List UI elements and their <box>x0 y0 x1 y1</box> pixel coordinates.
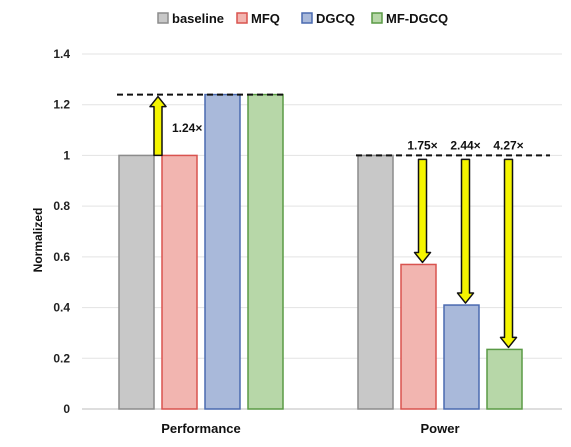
legend-swatch <box>157 12 169 24</box>
bar-mf-dgcq-performance <box>247 93 284 410</box>
bar-dgcq-performance <box>204 93 241 410</box>
category-label: Power <box>420 421 459 436</box>
arrow-power <box>456 158 475 304</box>
legend-label: MF-DGCQ <box>386 11 448 26</box>
legend-swatch <box>236 12 248 24</box>
ratio-label: 2.44× <box>450 138 480 152</box>
bar-dgcq-power <box>443 304 480 410</box>
arrow-power <box>499 158 518 349</box>
bar-baseline-performance <box>118 154 155 410</box>
y-tick-label: 0 <box>63 402 70 416</box>
legend-label: DGCQ <box>316 11 355 26</box>
category-labels: Performance Power <box>161 421 459 436</box>
arrow-performance <box>149 95 167 157</box>
legend-label: MFQ <box>251 11 280 26</box>
y-axis-ticks: 0 0.2 0.4 0.6 0.8 1 1.2 1.4 <box>53 47 70 416</box>
y-tick-label: 0.2 <box>53 351 70 365</box>
legend-label: baseline <box>172 11 224 26</box>
reference-lines <box>117 93 550 157</box>
arrow-power <box>413 158 432 264</box>
bar-baseline-power <box>357 154 394 410</box>
bars <box>118 93 523 410</box>
legend-swatch <box>371 12 383 24</box>
bar-mfq-performance <box>161 154 198 410</box>
y-tick-label: 0.4 <box>53 301 70 315</box>
ratio-label: 1.24× <box>172 121 202 135</box>
y-axis-label: Normalized <box>31 208 45 273</box>
arrows: 1.24× 1.75× 2.44× 4.27× <box>149 95 524 349</box>
y-tick-label: 0.8 <box>53 199 70 213</box>
y-tick-label: 1 <box>63 148 70 162</box>
y-tick-label: 0.6 <box>53 250 70 264</box>
y-tick-label: 1.4 <box>53 47 70 61</box>
category-label: Performance <box>161 421 240 436</box>
ratio-label: 1.75× <box>407 138 437 152</box>
ratio-label: 4.27× <box>493 138 523 152</box>
y-tick-label: 1.2 <box>53 98 70 112</box>
legend-swatch <box>301 12 313 24</box>
legend: baseline MFQ DGCQ MF-DGCQ <box>157 11 448 26</box>
bar-mf-dgcq-power <box>486 348 523 410</box>
bar-mfq-power <box>400 263 437 410</box>
